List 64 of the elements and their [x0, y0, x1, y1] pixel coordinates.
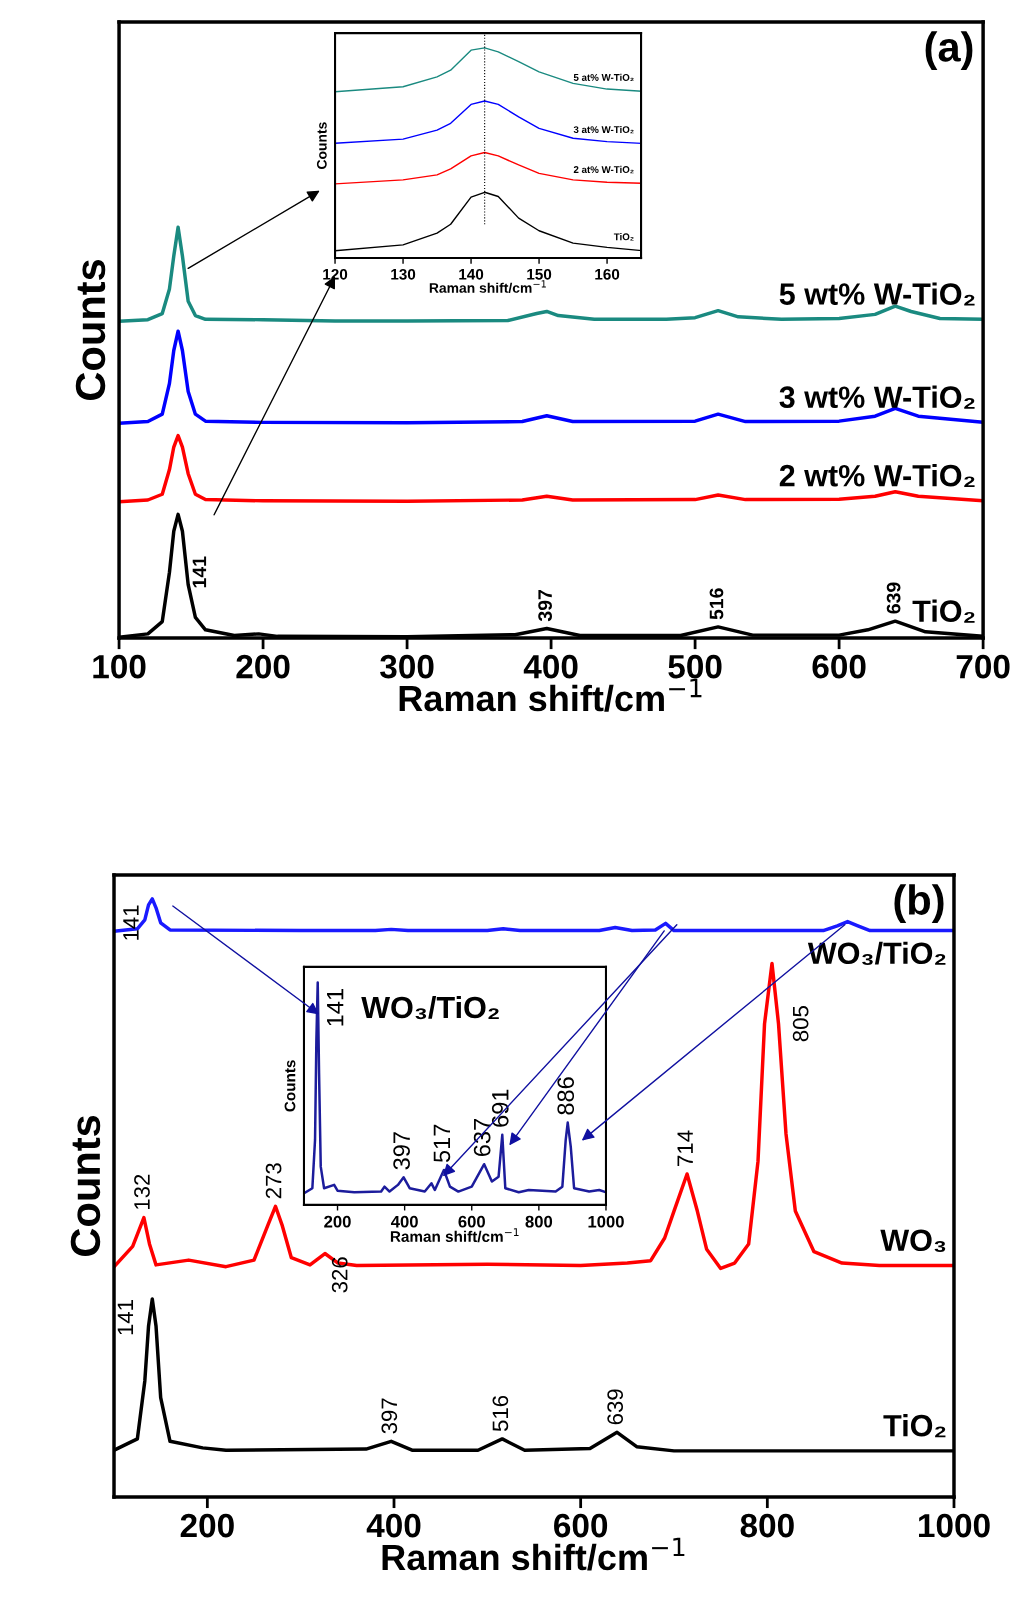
x-tick-label: 1000: [588, 1215, 624, 1228]
x-tick-label: 200: [236, 654, 290, 679]
annotation: 805: [792, 1006, 809, 1042]
x-tick-label: 500: [668, 654, 722, 679]
x-tick-label: 150: [527, 268, 552, 280]
series-label: 5 at% W-TiO₂: [573, 73, 634, 82]
annotation: 141: [123, 905, 139, 940]
x-axis-title: Raman shift/cm$^{−1}$: [429, 280, 546, 293]
x-tick-label: 160: [595, 268, 620, 280]
x-tick-label: 600: [554, 1513, 608, 1538]
series-label: TiO₂: [912, 599, 975, 623]
series-label: 3 wt% W-TiO₂: [779, 385, 975, 409]
x-tick-label: 300: [380, 654, 434, 679]
x-tick-label: 400: [390, 1215, 418, 1228]
x-tick-label: 600: [458, 1215, 485, 1228]
series-label: WO₃/TiO₂: [807, 941, 946, 965]
annotation: 397: [381, 1398, 398, 1434]
annotation: 132: [134, 1174, 150, 1209]
annotation: 397: [393, 1132, 410, 1170]
y-axis-title: Counts: [75, 259, 106, 400]
annotation: (b): [894, 884, 944, 924]
annotation: 397: [538, 590, 553, 622]
x-tick-label: 120: [323, 268, 348, 280]
annotation: 516: [709, 588, 724, 620]
x-tick-label: 1000: [919, 1513, 990, 1538]
annotation: 273: [265, 1163, 282, 1199]
annotation: 326: [331, 1257, 348, 1293]
series-label: TiO₂: [883, 1414, 946, 1438]
x-tick-label: 700: [956, 654, 1010, 679]
x-tick-label: 400: [523, 654, 578, 679]
x-tick-label: 200: [324, 1215, 351, 1228]
x-tick-label: 100: [93, 654, 146, 679]
series-label: 2 wt% W-TiO₂: [779, 464, 975, 488]
x-tick-label: 200: [180, 1513, 234, 1538]
x-tick-label: 800: [525, 1215, 553, 1228]
annotation: 691: [491, 1089, 509, 1127]
series-label: 3 at% W-TiO₂: [573, 125, 634, 134]
chart-title: WO₃/TiO₂: [361, 995, 499, 1020]
y-axis-title: Counts: [70, 1115, 101, 1256]
annotation: 517: [433, 1124, 451, 1163]
series-label: 2 at% W-TiO₂: [573, 165, 634, 174]
x-tick-label: 600: [812, 654, 866, 679]
series-label: TiO₂: [613, 233, 634, 241]
annotation: 639: [886, 582, 901, 614]
annotation: 516: [492, 1395, 509, 1432]
x-axis-title: Raman shift/cm$^{−1}$: [399, 678, 702, 712]
series-label: WO₃: [880, 1229, 946, 1252]
annotation: 637: [473, 1119, 491, 1157]
x-tick-label: 140: [459, 268, 484, 280]
y-axis-title: Counts: [316, 122, 327, 169]
x-axis-title: Raman shift/cm$^{−1}$: [390, 1228, 519, 1243]
y-axis-title: Counts: [284, 1060, 296, 1112]
x-tick-label: 800: [740, 1513, 794, 1538]
annotation: 141: [117, 1300, 134, 1335]
series-label: 5 wt% W-TiO₂: [779, 282, 975, 306]
x-tick-label: 130: [391, 268, 416, 280]
x-axis-title: Raman shift/cm$^{−1}$: [382, 1537, 685, 1571]
annotation: 141: [192, 556, 207, 588]
annotation: 714: [677, 1130, 693, 1166]
text: (a): [925, 31, 973, 71]
annotation: 886: [557, 1077, 575, 1115]
annotation: 141: [327, 989, 344, 1026]
x-tick-label: 400: [366, 1513, 421, 1538]
annotation: 639: [607, 1389, 624, 1425]
